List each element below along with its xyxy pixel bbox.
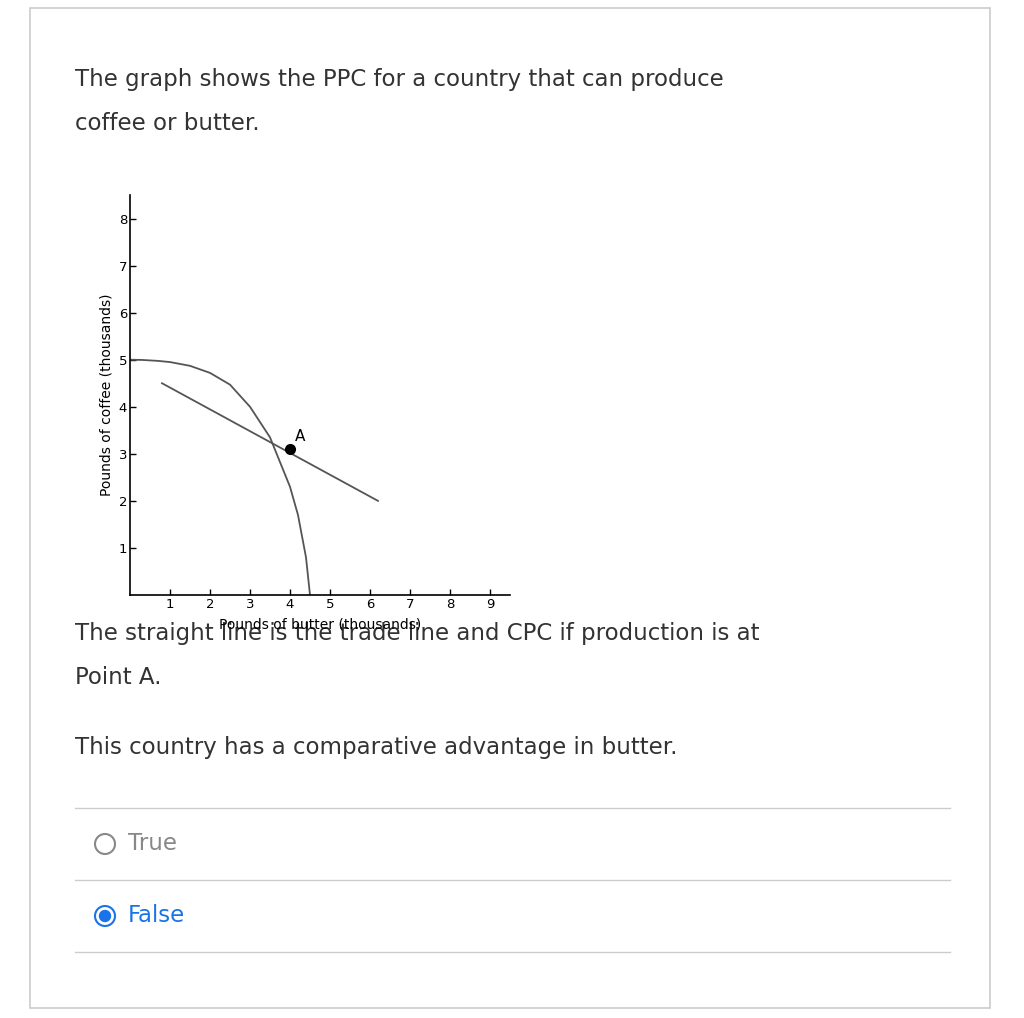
- X-axis label: Pounds of butter (thousands): Pounds of butter (thousands): [219, 618, 421, 632]
- Y-axis label: Pounds of coffee (thousands): Pounds of coffee (thousands): [99, 294, 114, 496]
- Text: This country has a comparative advantage in butter.: This country has a comparative advantage…: [75, 736, 678, 759]
- Text: A: A: [295, 429, 305, 444]
- Text: Point A.: Point A.: [75, 666, 162, 689]
- Text: True: True: [128, 833, 177, 855]
- FancyBboxPatch shape: [30, 8, 990, 1008]
- Text: False: False: [128, 905, 185, 927]
- Text: The graph shows the PPC for a country that can produce: The graph shows the PPC for a country th…: [75, 68, 724, 91]
- Text: The straight line is the trade line and CPC if production is at: The straight line is the trade line and …: [75, 622, 760, 645]
- Circle shape: [99, 910, 111, 921]
- Text: coffee or butter.: coffee or butter.: [75, 112, 260, 135]
